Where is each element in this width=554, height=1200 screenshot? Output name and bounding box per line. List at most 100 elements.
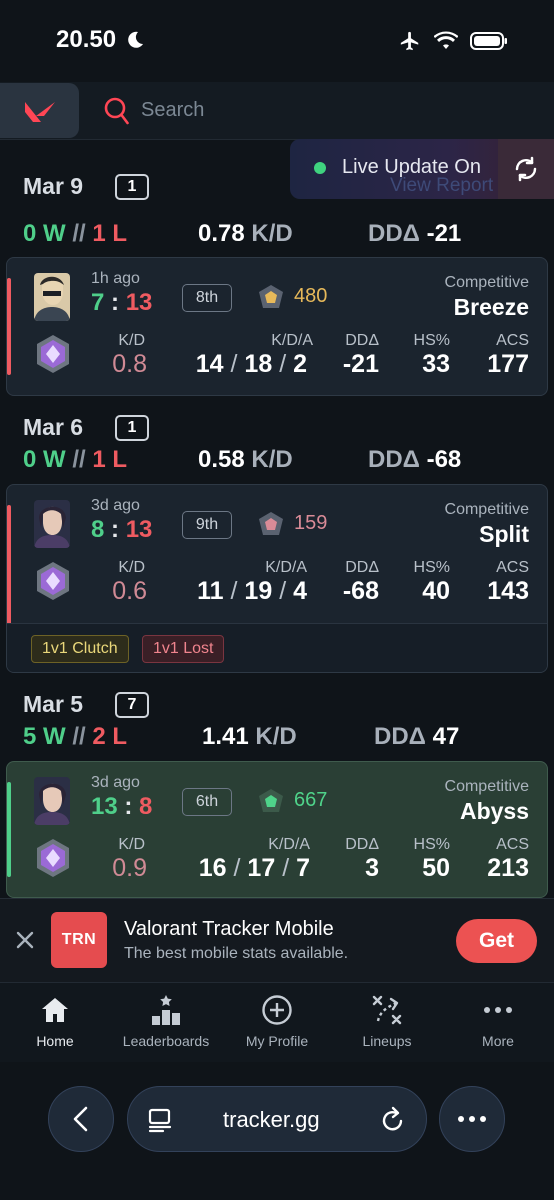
rank-rating-value: 667 [294, 789, 328, 811]
dd-value: -68 [342, 577, 379, 605]
day-wins: 0 W [23, 446, 66, 473]
acs-label: ACS [496, 332, 529, 349]
dd-label: DDΔ [345, 332, 379, 349]
status-icons [398, 30, 508, 52]
valorant-logo-button[interactable] [0, 83, 79, 138]
rank-icon [37, 335, 69, 373]
deaths-value: 17 [247, 854, 276, 882]
kda-label: K/D/A [271, 332, 313, 349]
lost-tag: 1v1 Lost [142, 635, 225, 663]
agent-avatar [34, 777, 70, 825]
acs-value: 143 [487, 577, 529, 605]
bottom-nav: Home Leaderboards My Profile Lineups Mor… [0, 982, 554, 1062]
match-score: 13 : 8 [91, 793, 152, 821]
match-card[interactable]: 1h ago 7 : 13 8th 480 Competitive Breeze… [6, 257, 548, 396]
day-dd-value: -68 [426, 446, 462, 473]
leaderboards-icon [152, 995, 180, 1025]
valorant-logo-icon [24, 101, 55, 122]
nav-home[interactable]: Home [0, 993, 110, 1049]
result-bar [7, 278, 11, 375]
lineups-icon [372, 995, 402, 1025]
dd-label: DDΔ [345, 836, 379, 853]
kda-label: K/D/A [265, 559, 307, 576]
match-time-ago: 3d ago [91, 497, 140, 514]
result-bar [7, 782, 11, 877]
match-card[interactable]: 3d ago 13 : 8 6th 667 Competitive Abyss … [6, 761, 548, 898]
kda-slash: / [230, 577, 238, 605]
day-dd-value: 47 [432, 723, 460, 750]
score-separator: : [111, 516, 120, 543]
dd-value: -21 [342, 350, 379, 378]
match-card[interactable]: 3d ago 8 : 13 9th 159 Competitive Split … [6, 484, 548, 673]
search-input[interactable]: Search [141, 99, 205, 121]
kda-value: 11 / 19 / 4 [197, 577, 307, 606]
search-icon[interactable] [104, 97, 130, 127]
rank-icon [37, 562, 69, 600]
clutch-tag: 1v1 Clutch [31, 635, 129, 663]
kda-slash: / [279, 577, 287, 605]
refresh-button[interactable] [498, 139, 554, 199]
address-bar[interactable]: tracker.gg [127, 1086, 427, 1152]
kda-slash: / [230, 350, 238, 378]
day-date: Mar 5 [23, 691, 84, 717]
dd-label: DDΔ [345, 559, 379, 576]
nav-leaderboards[interactable]: Leaderboards [111, 993, 221, 1049]
app-promo-banner: TRN Valorant Tracker Mobile The best mob… [0, 898, 554, 982]
kills-value: 14 [195, 350, 224, 378]
acs-label: ACS [496, 836, 529, 853]
agent-avatar [34, 500, 70, 548]
url-text: tracker.gg [223, 1107, 320, 1132]
day-losses: 1 L [92, 220, 128, 247]
day-dd-unit: DDΔ [368, 446, 420, 473]
day-kd: 1.41 K/D [202, 723, 297, 751]
nav-lineups[interactable]: Lineups [332, 993, 442, 1049]
highlight-tags: 1v1 Clutch 1v1 Lost [7, 623, 547, 672]
score-enemy: 8 [139, 793, 153, 820]
live-update-label: Live Update On [342, 156, 481, 178]
match-score: 7 : 13 [91, 289, 152, 317]
nav-home-label: Home [36, 1033, 74, 1049]
nav-more[interactable]: More [443, 993, 553, 1049]
kd-label: K/D [118, 559, 145, 576]
map-name: Split [479, 521, 529, 547]
day-record: 5 W // 2 L [23, 723, 127, 751]
day-record: 0 W // 1 L [23, 220, 127, 248]
live-update-panel[interactable]: View Report Live Update On [290, 139, 554, 199]
day-kd-value: 0.58 [198, 446, 245, 473]
back-button[interactable] [48, 1086, 114, 1152]
rank-icon [37, 839, 69, 877]
get-app-button[interactable]: Get [456, 919, 537, 963]
day-match-count: 7 [115, 692, 149, 718]
day-dd-value: -21 [426, 220, 462, 247]
nav-my-profile[interactable]: My Profile [222, 993, 332, 1049]
chevron-left-icon [73, 1106, 88, 1132]
browser-menu-button[interactable] [439, 1086, 505, 1152]
rank-rating-icon [259, 512, 283, 535]
kda-slash: / [282, 854, 290, 882]
game-mode: Competitive [444, 501, 529, 518]
rank-rating-value: 159 [294, 512, 328, 534]
hs-label: HS% [413, 836, 450, 853]
top-nav: Search [0, 82, 554, 140]
day-match-count: 1 [115, 415, 149, 441]
kda-label: K/D/A [268, 836, 310, 853]
hs-value: 40 [422, 577, 450, 605]
score-separator: : [124, 793, 133, 820]
kda-value: 14 / 18 / 2 [196, 350, 307, 379]
agent-avatar [34, 273, 70, 321]
kills-value: 16 [198, 854, 227, 882]
reload-icon[interactable] [380, 1106, 406, 1134]
promo-title: Valorant Tracker Mobile [124, 918, 334, 940]
score-team: 13 [91, 793, 118, 820]
assists-value: 4 [293, 577, 307, 605]
nav-leaderboards-label: Leaderboards [122, 1033, 210, 1049]
page-menu-icon[interactable] [148, 1107, 172, 1133]
day-dd-unit: DDΔ [368, 220, 420, 247]
record-separator: // [72, 723, 86, 750]
day-kd-unit: K/D [255, 723, 297, 750]
more-icon [484, 1007, 512, 1013]
nav-lineups-label: Lineups [362, 1033, 412, 1049]
nav-my-profile-label: My Profile [245, 1033, 309, 1049]
day-losses: 2 L [92, 723, 128, 750]
close-icon[interactable] [14, 929, 36, 951]
